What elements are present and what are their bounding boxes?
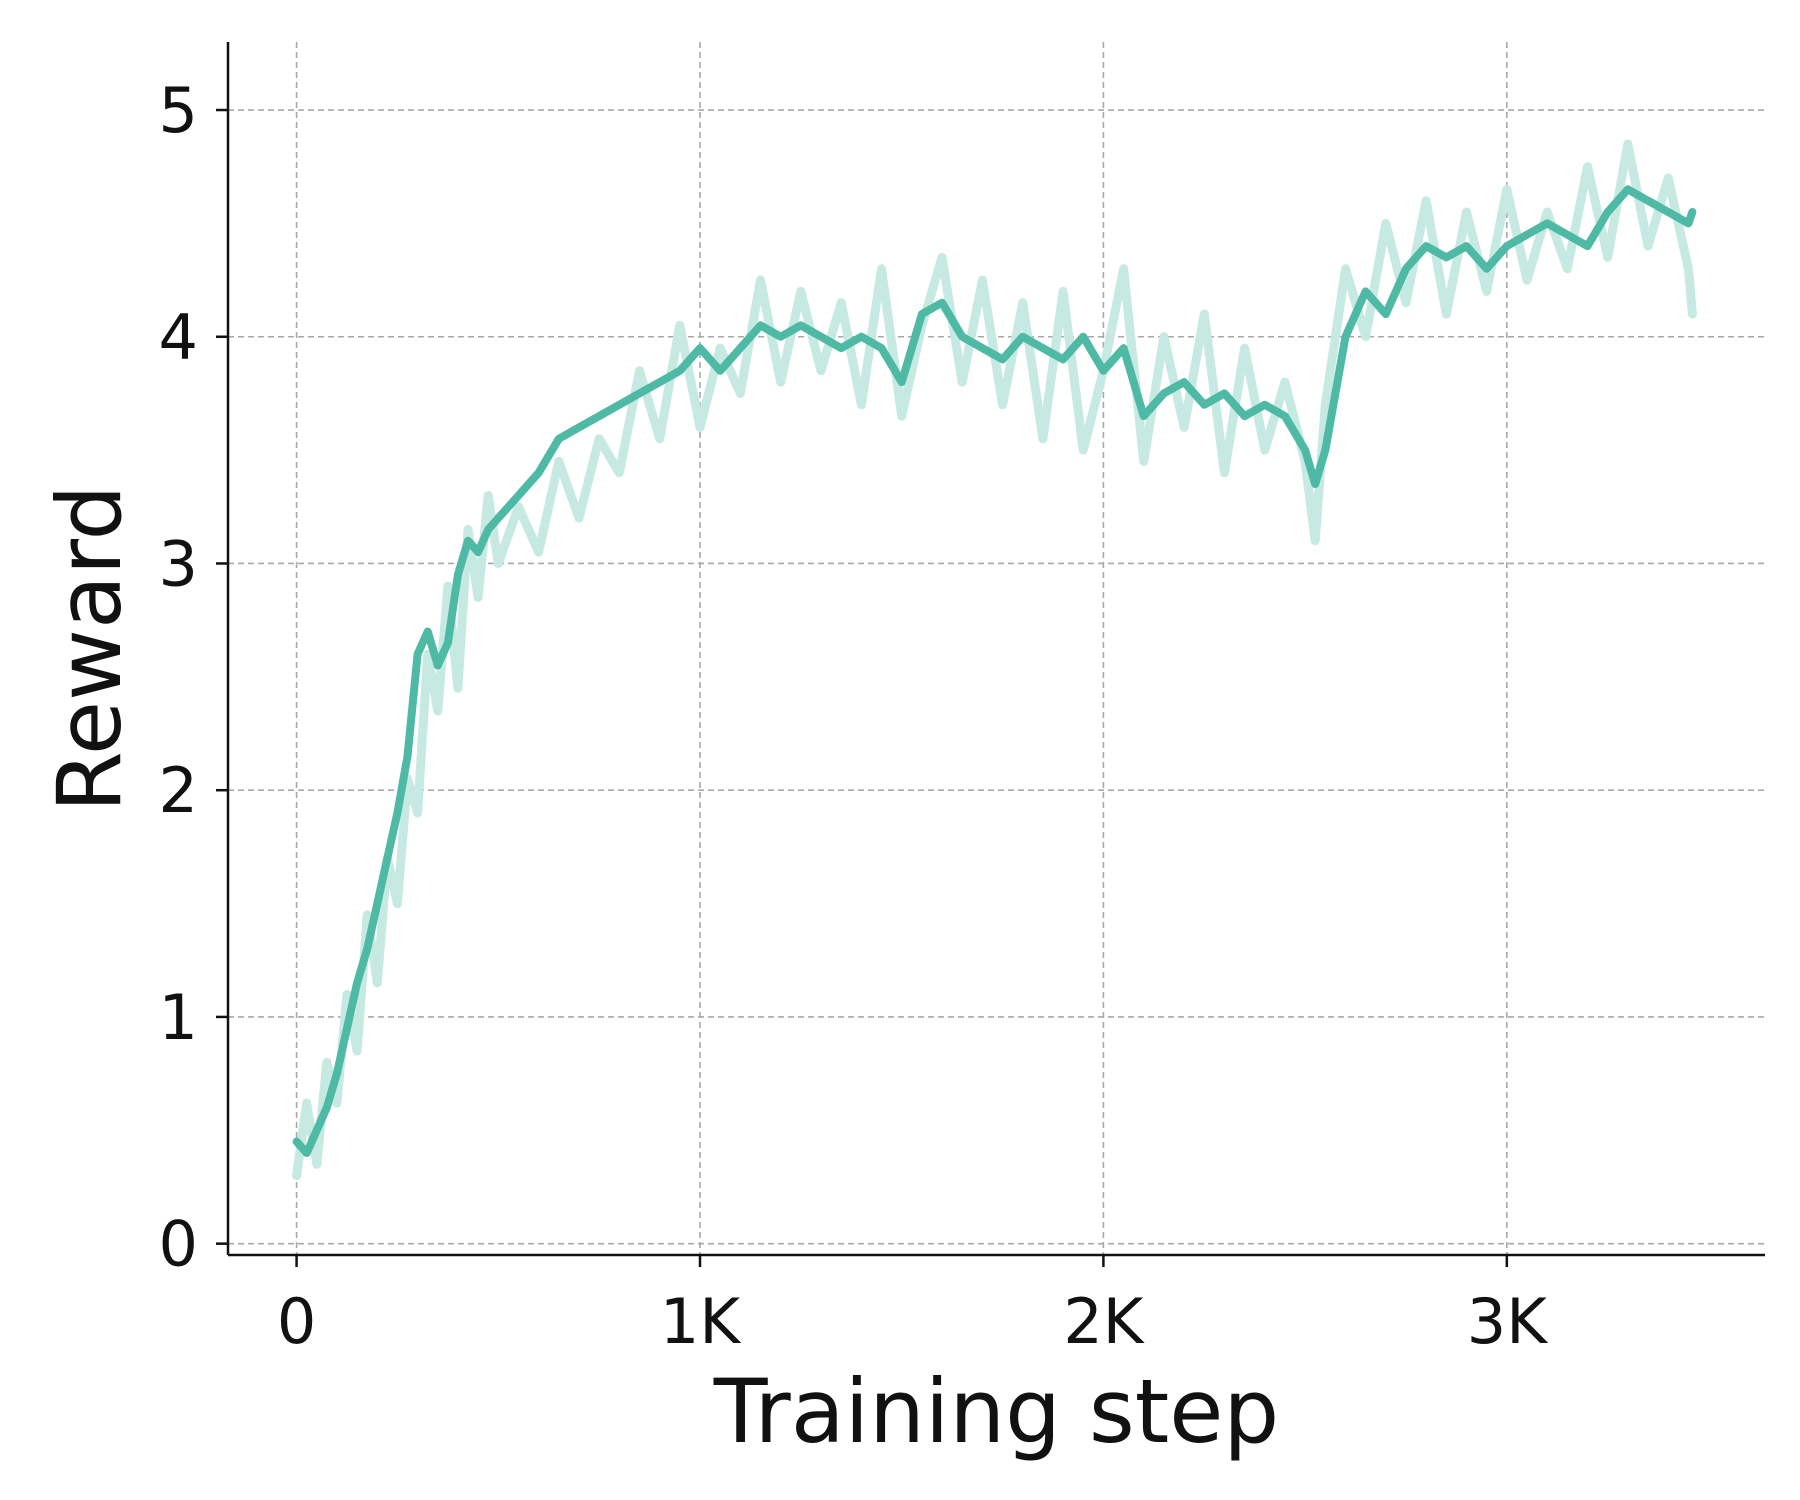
series-group (292, 139, 1697, 1181)
x-axis-title: Training step (713, 1360, 1280, 1463)
y-tick-label: 2 (159, 754, 198, 827)
tick-labels: 0 1K 2K 3K 0 1 2 3 4 5 (159, 74, 1549, 1358)
y-tick-label: 5 (159, 74, 198, 147)
smoothed-reward-line (292, 185, 1697, 1157)
y-tick-label: 4 (159, 301, 198, 374)
y-tick-label: 0 (159, 1208, 198, 1281)
x-tick-label: 3K (1467, 1285, 1548, 1358)
y-tick-label: 3 (159, 527, 198, 600)
y-tick-label: 1 (159, 981, 198, 1054)
axes (226, 42, 1765, 1257)
x-tick-label: 1K (660, 1285, 741, 1358)
x-tick-label: 2K (1063, 1285, 1144, 1358)
y-axis-title: Reward (38, 485, 141, 813)
x-tick-label: 0 (277, 1285, 316, 1358)
raw-reward-line (292, 139, 1697, 1181)
